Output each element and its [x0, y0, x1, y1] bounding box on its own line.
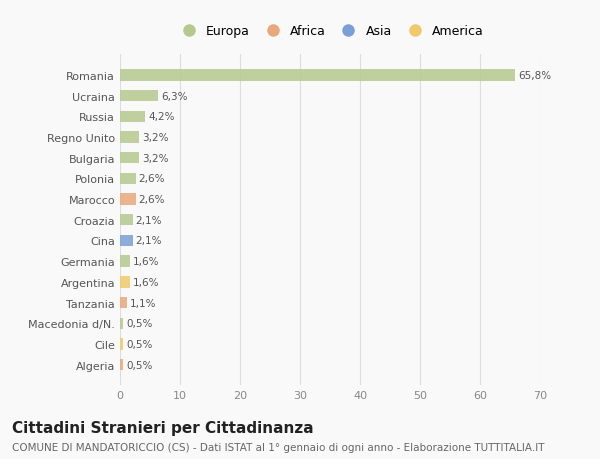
Text: 1,6%: 1,6%	[133, 277, 159, 287]
Text: 0,5%: 0,5%	[126, 319, 152, 329]
Bar	[120, 339, 123, 350]
Bar	[120, 174, 136, 185]
Bar	[120, 194, 136, 205]
Text: 65,8%: 65,8%	[518, 71, 551, 81]
Legend: Europa, Africa, Asia, America: Europa, Africa, Asia, America	[172, 22, 488, 42]
Text: 2,1%: 2,1%	[136, 215, 162, 225]
Bar	[120, 153, 139, 164]
Bar	[120, 235, 133, 246]
Text: 3,2%: 3,2%	[142, 153, 169, 163]
Text: Cittadini Stranieri per Cittadinanza: Cittadini Stranieri per Cittadinanza	[12, 420, 314, 435]
Bar	[120, 256, 130, 267]
Text: 0,5%: 0,5%	[126, 360, 152, 370]
Bar	[120, 297, 127, 308]
Bar	[120, 91, 158, 102]
Bar	[120, 359, 123, 370]
Text: 1,6%: 1,6%	[133, 257, 159, 267]
Bar	[120, 277, 130, 288]
Bar	[120, 70, 515, 81]
Bar	[120, 132, 139, 143]
Text: 0,5%: 0,5%	[126, 339, 152, 349]
Text: 3,2%: 3,2%	[142, 133, 169, 143]
Text: COMUNE DI MANDATORICCIO (CS) - Dati ISTAT al 1° gennaio di ogni anno - Elaborazi: COMUNE DI MANDATORICCIO (CS) - Dati ISTA…	[12, 442, 545, 452]
Text: 2,1%: 2,1%	[136, 236, 162, 246]
Text: 4,2%: 4,2%	[148, 112, 175, 122]
Text: 2,6%: 2,6%	[139, 195, 165, 205]
Bar	[120, 112, 145, 123]
Bar	[120, 215, 133, 226]
Bar	[120, 318, 123, 329]
Text: 2,6%: 2,6%	[139, 174, 165, 184]
Text: 1,1%: 1,1%	[130, 298, 156, 308]
Text: 6,3%: 6,3%	[161, 91, 187, 101]
